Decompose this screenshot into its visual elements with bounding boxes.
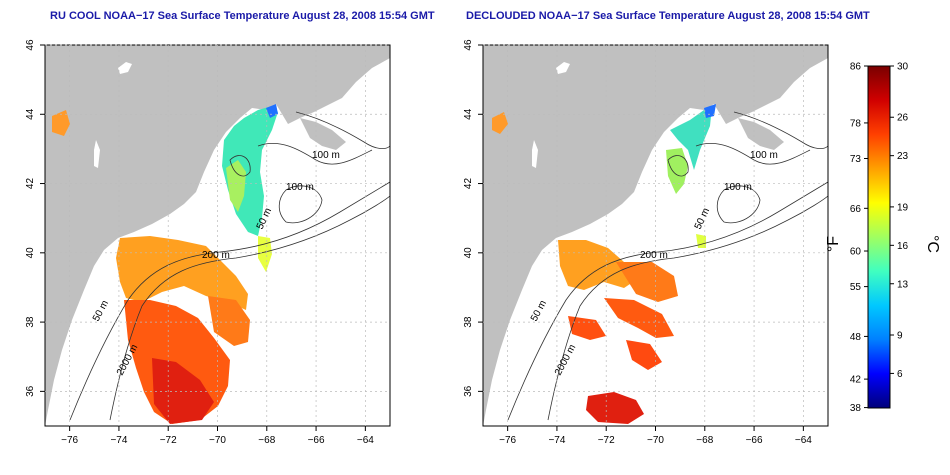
y-tick-label: 42 bbox=[25, 178, 36, 190]
x-tick-label: −72 bbox=[598, 435, 615, 446]
land-mass bbox=[45, 45, 390, 426]
celsius-tick-label: 26 bbox=[897, 113, 909, 124]
x-tick-label: −76 bbox=[499, 435, 516, 446]
y-tick-label: 42 bbox=[463, 178, 474, 190]
isobath-contour bbox=[229, 155, 251, 177]
celsius-tick-label: 19 bbox=[897, 202, 909, 213]
isobath-contour bbox=[295, 111, 390, 150]
land-mass bbox=[300, 118, 346, 150]
contour-label: 100 m bbox=[724, 182, 752, 193]
x-tick-label: −70 bbox=[647, 435, 664, 446]
contour-label: 100 m bbox=[286, 182, 314, 193]
y-tick-label: 40 bbox=[25, 247, 36, 259]
isobath-contour bbox=[716, 185, 761, 224]
isobath-contour bbox=[667, 155, 689, 177]
y-tick-label: 36 bbox=[25, 385, 36, 397]
colorbar-ticks: 86 78 73 66 60 55 48 42 38 30 26 23 19 16 13 9 6 bbox=[850, 62, 909, 415]
celsius-tick-label: 16 bbox=[897, 241, 909, 252]
y-tick-label: 40 bbox=[463, 247, 474, 259]
graticule bbox=[483, 44, 828, 426]
fahrenheit-tick-label: 66 bbox=[850, 204, 862, 215]
x-tick-label: −66 bbox=[308, 435, 325, 446]
celsius-tick-label: 23 bbox=[897, 151, 909, 162]
celsius-unit-label: °C bbox=[924, 235, 941, 253]
contour-label: 100 m bbox=[750, 150, 778, 161]
contour-label: 200 m bbox=[202, 250, 230, 261]
sst-warm-region bbox=[152, 358, 214, 424]
land-mass bbox=[738, 118, 784, 150]
x-tick-label: −68 bbox=[696, 435, 713, 446]
fahrenheit-tick-label: 78 bbox=[850, 118, 862, 129]
isobath-contour bbox=[257, 142, 373, 165]
colorbar-gradient bbox=[867, 65, 891, 409]
sst-cool-region bbox=[226, 160, 246, 212]
isobath-contour bbox=[695, 142, 811, 165]
sst-warm-region bbox=[616, 262, 678, 302]
y-tick-label: 44 bbox=[25, 108, 36, 120]
left-panel-title: RU COOL NOAA−17 Sea Surface Temperature … bbox=[50, 10, 435, 22]
right-panel-title: DECLOUDED NOAA−17 Sea Surface Temperatur… bbox=[466, 10, 870, 22]
isobath-contour bbox=[69, 181, 390, 421]
contour-label: 100 m bbox=[312, 150, 340, 161]
lake bbox=[556, 62, 570, 74]
land-mass bbox=[483, 45, 828, 426]
sst-cool-region bbox=[696, 234, 706, 248]
fahrenheit-tick-label: 38 bbox=[850, 403, 862, 414]
x-tick-label: −64 bbox=[357, 435, 374, 446]
fahrenheit-tick-label: 55 bbox=[850, 282, 862, 293]
y-tick-label: 38 bbox=[25, 316, 36, 328]
sst-warm-region bbox=[568, 316, 606, 340]
celsius-tick-label: 13 bbox=[897, 279, 909, 290]
sst-warm-region bbox=[492, 112, 508, 134]
fahrenheit-tick-label: 60 bbox=[850, 247, 862, 258]
x-tick-label: −66 bbox=[746, 435, 763, 446]
temperature-colorbar: 86 78 73 66 60 55 48 42 38 30 26 23 19 16 13 9 6 °F °C bbox=[825, 62, 941, 415]
isobath-contour bbox=[733, 111, 828, 150]
lake bbox=[118, 62, 132, 74]
fahrenheit-tick-label: 42 bbox=[850, 375, 862, 386]
fahrenheit-tick-label: 86 bbox=[850, 62, 862, 73]
y-tick-label: 36 bbox=[463, 385, 474, 397]
sst-warm-region bbox=[604, 298, 674, 338]
x-tick-label: −64 bbox=[795, 435, 812, 446]
celsius-tick-label: 30 bbox=[897, 62, 909, 73]
y-tick-label: 46 bbox=[25, 39, 36, 51]
x-tick-label: −68 bbox=[258, 435, 275, 446]
y-tick-label: 46 bbox=[463, 39, 474, 51]
fahrenheit-tick-label: 48 bbox=[850, 332, 862, 343]
x-tick-label: −76 bbox=[61, 435, 78, 446]
sst-cool-region bbox=[670, 106, 712, 170]
lake bbox=[532, 140, 538, 168]
contour-label: 200 m bbox=[640, 250, 668, 261]
x-tick-label: −74 bbox=[548, 435, 565, 446]
sst-warm-region bbox=[116, 236, 248, 310]
isobath-contour bbox=[547, 195, 828, 421]
y-tick-label: 38 bbox=[463, 316, 474, 328]
lake bbox=[94, 140, 100, 168]
sst-cool-region bbox=[666, 148, 688, 194]
axis-ticks: −76 −74 −72 −70 −68 −66 −64 36 38 40 42 44 46 bbox=[25, 39, 374, 446]
x-tick-label: −74 bbox=[110, 435, 127, 446]
celsius-tick-label: 9 bbox=[897, 330, 903, 341]
celsius-tick-label: 6 bbox=[897, 369, 903, 380]
isobath-contour bbox=[507, 181, 828, 421]
isobath-contour bbox=[278, 185, 323, 224]
fahrenheit-tick-label: 73 bbox=[850, 154, 862, 165]
graticule bbox=[45, 44, 390, 426]
axis-ticks: −76 −74 −72 −70 −68 −66 −64 36 38 40 42 44 46 bbox=[463, 39, 812, 446]
sst-warm-region bbox=[626, 340, 662, 370]
sst-warm-region bbox=[52, 110, 70, 136]
sst-warm-region bbox=[558, 240, 636, 290]
x-tick-label: −72 bbox=[160, 435, 177, 446]
isobath-contour bbox=[109, 195, 390, 421]
fahrenheit-unit-label: °F bbox=[825, 236, 842, 252]
y-tick-label: 44 bbox=[463, 108, 474, 120]
sst-warm-region bbox=[208, 296, 250, 346]
sst-warm-region bbox=[586, 392, 644, 424]
x-tick-label: −70 bbox=[209, 435, 226, 446]
